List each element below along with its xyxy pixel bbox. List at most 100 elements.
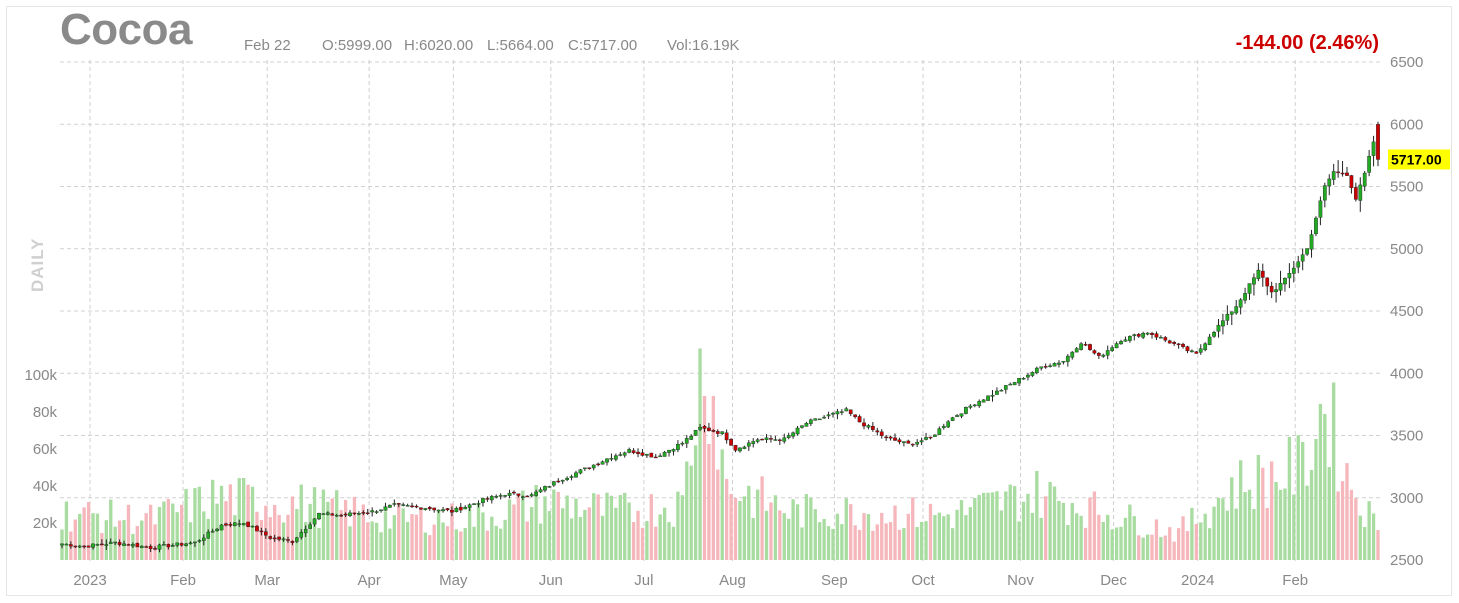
volume-bar <box>888 522 893 560</box>
volume-bar <box>64 501 69 560</box>
candle-up <box>1008 383 1013 386</box>
volume-bar <box>676 491 680 560</box>
volume-bar <box>1176 528 1181 560</box>
volume-bar <box>1376 530 1380 560</box>
volume-bar <box>685 461 689 560</box>
price-tick-label: 6500 <box>1390 54 1423 71</box>
volume-bar <box>175 512 179 560</box>
candle-up <box>822 416 826 419</box>
candle-up <box>95 544 100 546</box>
volume-bar <box>361 504 365 560</box>
volume-bar <box>410 514 414 560</box>
candle-down <box>1163 337 1168 341</box>
volume-bar <box>583 509 587 560</box>
volume-bar <box>977 494 981 560</box>
volume-bar <box>946 514 950 560</box>
volume-bar <box>587 507 591 560</box>
price-tick-label: 4000 <box>1390 365 1423 382</box>
candle-up <box>1305 248 1309 255</box>
volume-bar <box>1269 461 1274 560</box>
date-tick-label: Dec <box>1100 572 1127 589</box>
volume-value: Vol:16.19K <box>667 37 740 54</box>
candle-up <box>746 442 751 447</box>
volume-tick-label: 40k <box>33 478 58 495</box>
candle-up <box>1322 185 1327 201</box>
last-price-tag-bg <box>1388 149 1450 170</box>
volume-bar <box>144 513 148 560</box>
volume-bar <box>126 504 131 560</box>
volume-bar <box>366 522 370 560</box>
volume-bar <box>436 511 441 560</box>
candle-up <box>977 401 982 407</box>
volume-bar <box>197 486 202 560</box>
candle-up <box>755 439 760 442</box>
candle-up <box>520 496 525 498</box>
volume-bar <box>729 494 733 560</box>
volume-bar <box>981 492 986 560</box>
volume-bar <box>1336 491 1340 560</box>
candle-up <box>534 491 538 496</box>
volume-bar <box>1101 521 1105 560</box>
volume-bar <box>1203 513 1207 560</box>
volume-bar <box>171 503 175 560</box>
candle-up <box>1034 367 1039 374</box>
candle-up <box>817 418 822 421</box>
volume-bar <box>233 515 237 560</box>
candle-up <box>206 531 211 539</box>
volume-bar <box>1004 491 1008 560</box>
volume-tick-label: 60k <box>33 441 58 458</box>
candle-up <box>1190 350 1194 353</box>
candle-up <box>1287 273 1292 279</box>
date-tick-label: Jul <box>634 572 653 589</box>
candle-down <box>711 430 716 432</box>
candle-up <box>1198 348 1203 353</box>
candle-up <box>950 417 955 421</box>
volume-bar <box>627 502 631 560</box>
candle-down <box>769 438 773 440</box>
volume-bar <box>561 508 565 560</box>
volume-bar <box>472 526 476 560</box>
volume-bar <box>308 503 312 560</box>
last-price-tag-text: 5717.00 <box>1391 151 1442 167</box>
candle-up <box>1123 339 1128 342</box>
price-tick-label: 5000 <box>1390 241 1423 258</box>
candle-up <box>321 513 326 515</box>
volume-bar <box>751 517 755 560</box>
volume-bar <box>1145 534 1150 560</box>
candle-down <box>117 542 122 545</box>
volume-bar <box>339 510 343 560</box>
volume-bar <box>933 515 937 560</box>
candle-down <box>1096 352 1101 356</box>
candle-up <box>791 432 795 437</box>
volume-axis: 20k 40k 60k 80k 100k <box>24 367 57 532</box>
volume-bar <box>1234 508 1238 560</box>
volume-bar <box>1327 467 1331 560</box>
candle-up <box>348 512 352 516</box>
candle-up <box>684 438 689 444</box>
volume-bar <box>844 498 848 560</box>
volume-bar <box>1252 509 1256 560</box>
candle-up <box>91 543 95 548</box>
volume-bar <box>414 514 419 560</box>
volume-bar <box>556 491 560 560</box>
volume-bar <box>1039 517 1043 560</box>
volume-bar <box>467 508 472 560</box>
candle-up <box>197 540 202 542</box>
candle-down <box>135 543 140 548</box>
candle-up <box>1074 348 1079 353</box>
volume-bar <box>317 528 321 560</box>
candle-down <box>1167 340 1172 344</box>
volume-bar <box>578 516 583 560</box>
volume-bar <box>1181 516 1185 560</box>
candle-up <box>578 469 583 474</box>
volume-bar <box>742 496 747 560</box>
candle-up <box>1017 378 1021 384</box>
candle-down <box>702 426 707 429</box>
volume-bar <box>481 512 485 560</box>
candle-up <box>392 503 397 505</box>
candle-down <box>879 431 884 436</box>
volume-bar <box>423 532 428 560</box>
candle-up <box>308 524 312 529</box>
candle-down <box>224 523 228 526</box>
